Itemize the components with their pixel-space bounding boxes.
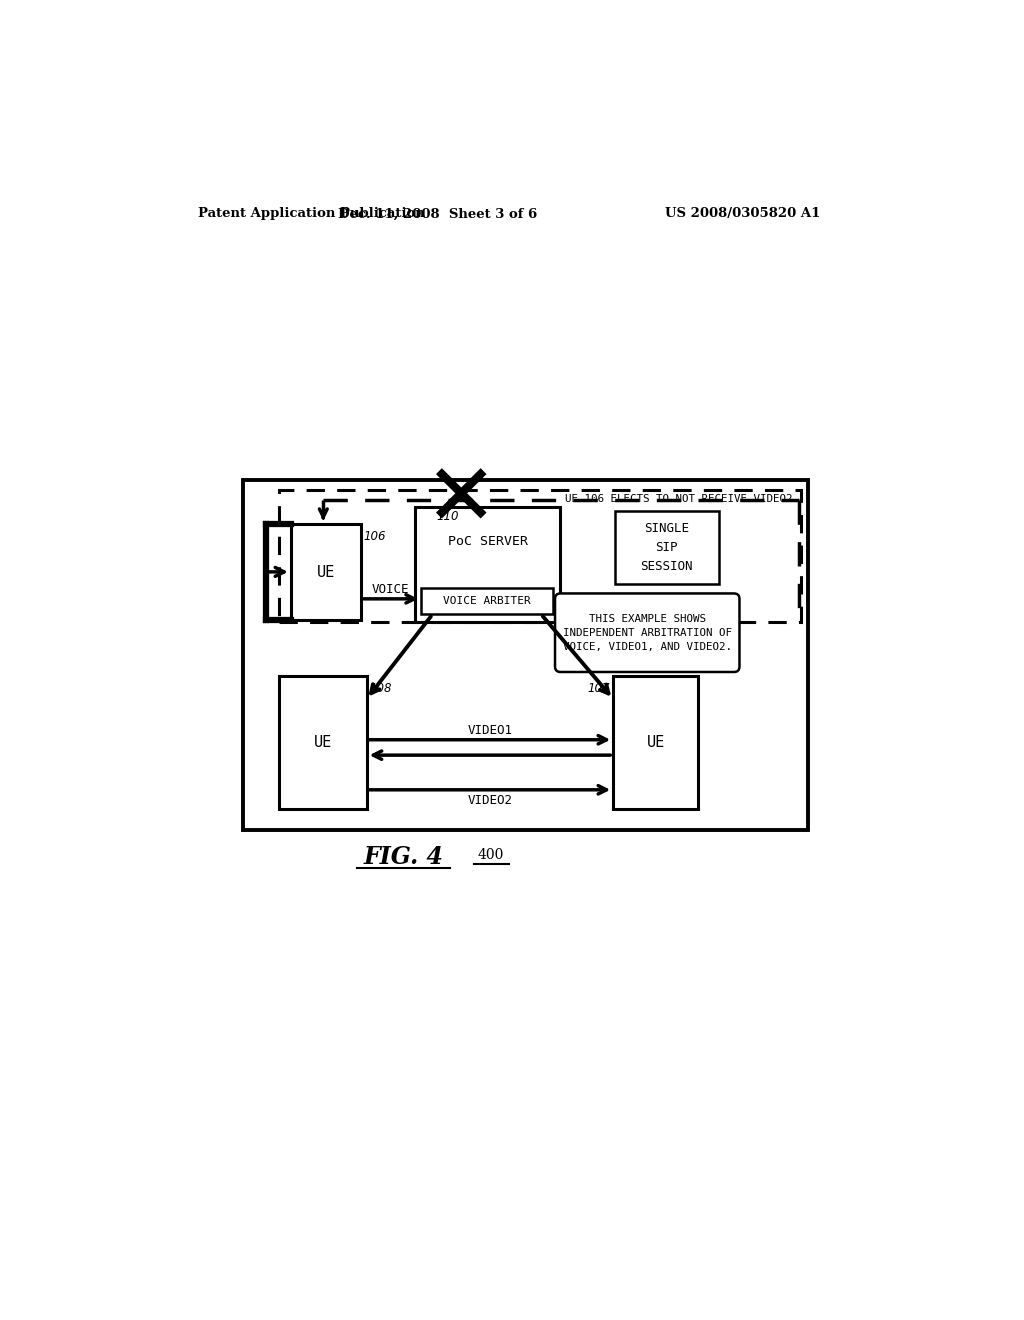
- Text: 108: 108: [370, 682, 392, 696]
- Text: SINGLE
SIP
SESSION: SINGLE SIP SESSION: [640, 523, 693, 573]
- Text: UE: UE: [316, 565, 335, 579]
- Text: 107: 107: [588, 682, 610, 696]
- FancyBboxPatch shape: [555, 594, 739, 672]
- Text: PoC SERVER: PoC SERVER: [447, 536, 527, 548]
- Bar: [614, 511, 719, 585]
- Text: VIDEO1: VIDEO1: [467, 723, 512, 737]
- Text: Patent Application Publication: Patent Application Publication: [198, 207, 425, 220]
- Text: 110: 110: [436, 511, 459, 523]
- Bar: [280, 490, 801, 622]
- Bar: [280, 676, 367, 809]
- Text: THIS EXAMPLE SHOWS
INDEPENDENT ARBITRATION OF
VOICE, VIDEO1, AND VIDEO2.: THIS EXAMPLE SHOWS INDEPENDENT ARBITRATI…: [563, 614, 732, 652]
- Text: VOICE: VOICE: [372, 583, 410, 597]
- Bar: [415, 507, 560, 622]
- Text: UE 106 ELECTS TO NOT RECEIVE VIDEO2: UE 106 ELECTS TO NOT RECEIVE VIDEO2: [565, 494, 793, 504]
- Text: 400: 400: [477, 849, 504, 862]
- Text: 106: 106: [364, 531, 386, 544]
- Text: Dec. 11, 2008  Sheet 3 of 6: Dec. 11, 2008 Sheet 3 of 6: [338, 207, 538, 220]
- Text: UE: UE: [313, 735, 332, 750]
- Bar: [613, 676, 698, 809]
- Bar: [421, 589, 553, 614]
- Bar: [243, 480, 809, 830]
- Text: FIG. 4: FIG. 4: [364, 845, 443, 869]
- Text: VOICE ARBITER: VOICE ARBITER: [443, 597, 530, 606]
- Text: US 2008/0305820 A1: US 2008/0305820 A1: [665, 207, 820, 220]
- Text: UE: UE: [646, 735, 665, 750]
- Text: VIDEO2: VIDEO2: [467, 795, 512, 807]
- Bar: [291, 524, 360, 620]
